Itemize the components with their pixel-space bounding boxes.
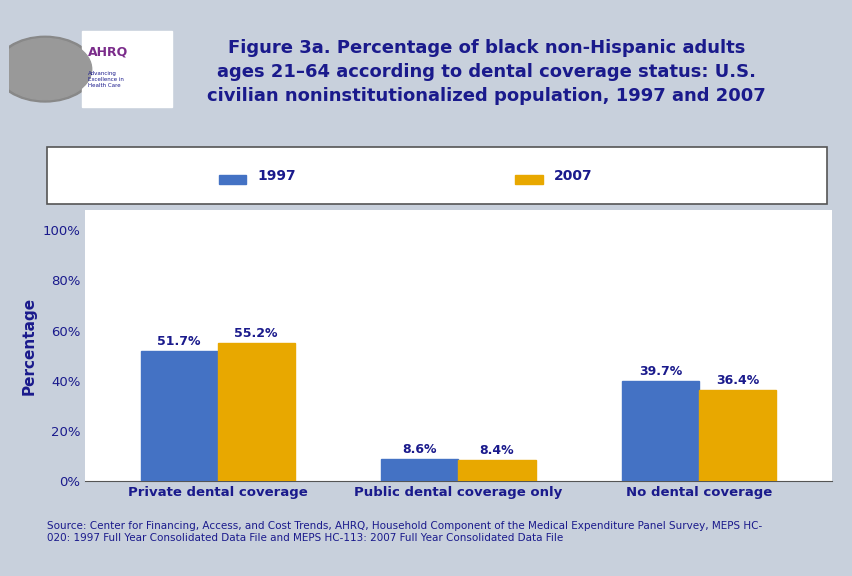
Text: 51.7%: 51.7% <box>158 335 201 348</box>
Bar <box>218 175 245 184</box>
Bar <box>621 381 699 481</box>
Bar <box>458 460 535 481</box>
Text: Figure 3a. Percentage of black non-Hispanic adults
ages 21–64 according to denta: Figure 3a. Percentage of black non-Hispa… <box>206 39 765 105</box>
Bar <box>141 351 217 481</box>
Text: AHRQ: AHRQ <box>89 45 129 58</box>
Text: 2007: 2007 <box>554 169 592 183</box>
Bar <box>699 390 775 481</box>
Text: 39.7%: 39.7% <box>638 365 682 378</box>
Text: 8.4%: 8.4% <box>479 444 514 457</box>
Text: Source: Center for Financing, Access, and Cost Trends, AHRQ, Household Component: Source: Center for Financing, Access, an… <box>47 521 762 543</box>
Bar <box>217 343 295 481</box>
Circle shape <box>0 39 92 100</box>
FancyBboxPatch shape <box>47 147 826 204</box>
Circle shape <box>0 36 95 102</box>
Bar <box>515 175 542 184</box>
Text: 8.6%: 8.6% <box>402 444 437 456</box>
Y-axis label: Percentage: Percentage <box>22 297 37 395</box>
Bar <box>381 460 458 481</box>
Text: 55.2%: 55.2% <box>234 327 278 340</box>
Text: 1997: 1997 <box>257 169 296 183</box>
Text: 36.4%: 36.4% <box>716 374 758 386</box>
Bar <box>82 31 171 107</box>
Text: Advancing
Excellence in
Health Care: Advancing Excellence in Health Care <box>89 71 124 88</box>
